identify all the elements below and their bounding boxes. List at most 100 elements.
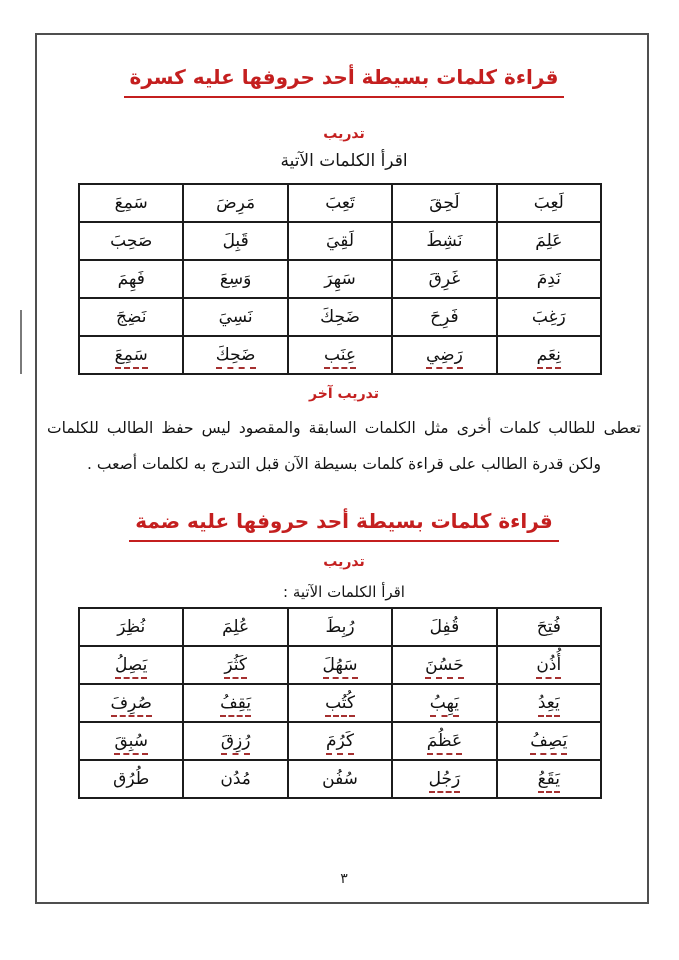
word-cell: ضَحِكَ bbox=[182, 335, 289, 375]
word-cell: يَقِفُ bbox=[182, 683, 289, 723]
arabic-word: رُبِطَ bbox=[325, 617, 355, 637]
damma-section-heading-wrap: قراءة كلمات بسيطة أحد حروفها عليه ضمة bbox=[35, 509, 653, 542]
table-row: لَعِبَ لَحِقَ تَعِبَ مَرِضَ سَمِعَ bbox=[77, 183, 603, 223]
arabic-word: سَهُلَ bbox=[322, 655, 358, 679]
arabic-word: عُلِمَ bbox=[222, 617, 250, 637]
arabic-word: قَبِلَ bbox=[222, 231, 249, 251]
arabic-word: عِنَب bbox=[324, 345, 356, 369]
arabic-word: يَقَعُ bbox=[537, 769, 560, 793]
read-words-instruction-2: اقرأ الكلمات الآتية : bbox=[283, 583, 405, 601]
arabic-word: نِعَم bbox=[536, 345, 561, 369]
word-cell: صُرِفَ bbox=[77, 683, 185, 723]
page-number: ٣ bbox=[340, 871, 348, 887]
arabic-word: سَهِرَ bbox=[324, 269, 356, 289]
word-cell: يَهِبُ bbox=[391, 683, 498, 723]
arabic-word: لَقِيَ bbox=[326, 231, 354, 251]
arabic-word: حَسُنَ bbox=[425, 655, 464, 679]
table-row: نِعَم رَضِي عِنَب ضَحِكَ سَمِعَ bbox=[77, 335, 603, 375]
word-cell: ضَحِكَ bbox=[286, 297, 394, 337]
word-cell: مُدُن bbox=[182, 759, 289, 799]
damma-section-title: قراءة كلمات بسيطة أحد حروفها عليه ضمة bbox=[129, 509, 559, 542]
arabic-word: لَعِبَ bbox=[533, 193, 564, 213]
arabic-word: رُزِقَ bbox=[220, 731, 251, 755]
arabic-word: كُتُب bbox=[325, 693, 355, 717]
kasra-instruction-wrap: اقرأ الكلمات الآتية bbox=[35, 151, 653, 171]
another-exercise-label-wrap: تدريب آخر bbox=[35, 383, 653, 402]
damma-instruction-wrap: اقرأ الكلمات الآتية : bbox=[35, 582, 653, 601]
kasra-exercise-label-wrap: تدريب bbox=[35, 123, 653, 142]
kasra-section-heading-wrap: قراءة كلمات بسيطة أحد حروفها عليه كسرة bbox=[35, 65, 653, 98]
word-cell: كَثُرَ bbox=[182, 645, 289, 685]
arabic-word: لَحِقَ bbox=[429, 193, 460, 213]
word-cell: سُبِقَ bbox=[77, 721, 185, 761]
word-cell: سَمِعَ bbox=[77, 335, 185, 375]
arabic-word: كَرُمَ bbox=[326, 731, 355, 755]
arabic-word: قُفِلَ bbox=[429, 617, 460, 637]
word-cell: عَظُمَ bbox=[391, 721, 498, 761]
arabic-word: فُتِحَ bbox=[536, 617, 561, 637]
arabic-word: يَعِدُ bbox=[537, 693, 560, 717]
word-cell: نَضِجَ bbox=[77, 297, 185, 337]
word-cell: كُتُب bbox=[286, 683, 394, 723]
arabic-word: يَهِبُ bbox=[429, 693, 460, 717]
arabic-word: طُرُق bbox=[113, 769, 150, 789]
word-cell: كَرُمَ bbox=[286, 721, 394, 761]
table-row: يَصِفُ عَظُمَ كَرُمَ رُزِقَ سُبِقَ bbox=[77, 721, 603, 761]
word-cell: يَصِفُ bbox=[495, 721, 603, 761]
table-row: يَعِدُ يَهِبُ كُتُب يَقِفُ صُرِفَ bbox=[77, 683, 603, 723]
damma-exercise-label-wrap: تدريب bbox=[35, 551, 653, 570]
another-exercise-label: تدريب آخر bbox=[309, 386, 379, 402]
table-row: فُتِحَ قُفِلَ رُبِطَ عُلِمَ نُظِرَ bbox=[77, 607, 603, 647]
word-cell: رَغِبَ bbox=[495, 297, 603, 337]
arabic-word: أُذُن bbox=[536, 655, 562, 679]
arabic-word: نَشِطَ bbox=[426, 231, 463, 251]
word-cell: لَعِبَ bbox=[495, 183, 603, 223]
word-cell: فَهِمَ bbox=[77, 259, 185, 299]
word-cell: أُذُن bbox=[495, 645, 603, 685]
word-cell: رَجُل bbox=[391, 759, 498, 799]
arabic-word: يَصِلُ bbox=[115, 655, 148, 679]
arabic-word: غَرِقَ bbox=[428, 269, 461, 289]
word-cell: لَقِيَ bbox=[286, 221, 394, 261]
word-cell: غَرِقَ bbox=[391, 259, 498, 299]
damma-words-table: فُتِحَ قُفِلَ رُبِطَ عُلِمَ نُظِرَ أُذُن حَسُن… bbox=[77, 607, 603, 799]
scan-artifact-line bbox=[20, 310, 22, 374]
word-cell: نَشِطَ bbox=[391, 221, 498, 261]
word-cell: عِنَب bbox=[286, 335, 394, 375]
word-cell: لَحِقَ bbox=[391, 183, 498, 223]
arabic-word: ضَحِكَ bbox=[320, 307, 360, 327]
word-cell: طُرُق bbox=[77, 759, 185, 799]
word-cell: نِعَم bbox=[495, 335, 603, 375]
arabic-word: فَرِحَ bbox=[430, 307, 459, 327]
read-words-instruction: اقرأ الكلمات الآتية bbox=[280, 151, 408, 171]
arabic-word: سُفُن bbox=[322, 769, 358, 789]
arabic-word: سَمِعَ bbox=[114, 345, 148, 369]
table-row: عَلِمَ نَشِطَ لَقِيَ قَبِلَ صَحِبَ bbox=[77, 221, 603, 261]
arabic-word: عَظُمَ bbox=[426, 731, 463, 755]
arabic-word: مُدُن bbox=[220, 769, 251, 789]
word-cell: سَمِعَ bbox=[77, 183, 185, 223]
table-row: أُذُن حَسُنَ سَهُلَ كَثُرَ يَصِلُ bbox=[77, 645, 603, 685]
word-cell: رُزِقَ bbox=[182, 721, 289, 761]
arabic-word: رَجُل bbox=[428, 769, 461, 793]
word-cell: عَلِمَ bbox=[495, 221, 603, 261]
kasra-section-title: قراءة كلمات بسيطة أحد حروفها عليه كسرة bbox=[123, 65, 565, 98]
word-cell: قُفِلَ bbox=[391, 607, 498, 647]
page-content: قراءة كلمات بسيطة أحد حروفها عليه كسرة ت… bbox=[35, 33, 653, 908]
word-cell: فَرِحَ bbox=[391, 297, 498, 337]
arabic-word: عَلِمَ bbox=[535, 231, 563, 251]
word-cell: وَسِعَ bbox=[182, 259, 289, 299]
word-cell: سُفُن bbox=[286, 759, 394, 799]
word-cell: يَصِلُ bbox=[77, 645, 185, 685]
arabic-word: صَحِبَ bbox=[110, 231, 153, 251]
word-cell: نُظِرَ bbox=[77, 607, 185, 647]
word-cell: نَسِيَ bbox=[182, 297, 289, 337]
arabic-word: نَدِمَ bbox=[536, 269, 561, 289]
word-cell: نَدِمَ bbox=[495, 259, 603, 299]
arabic-word: سُبِقَ bbox=[114, 731, 148, 755]
word-cell: رُبِطَ bbox=[286, 607, 394, 647]
word-cell: سَهِرَ bbox=[286, 259, 394, 299]
teacher-note-paragraph: تعطى للطالب كلمات أخرى مثل الكلمات الساب… bbox=[47, 419, 641, 474]
exercise-label: تدريب bbox=[323, 126, 365, 142]
word-cell: رَضِي bbox=[391, 335, 498, 375]
